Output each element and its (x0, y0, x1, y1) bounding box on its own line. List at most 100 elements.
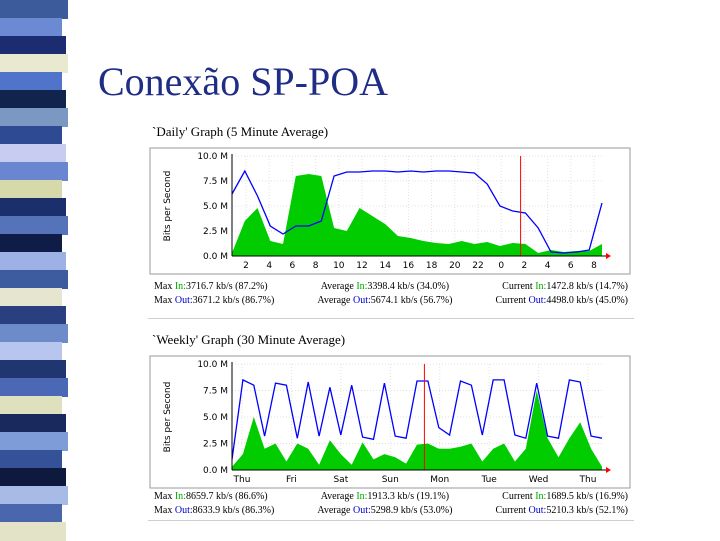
in-series-area (232, 174, 602, 256)
stripe-cell (0, 414, 66, 433)
x-tick-label: Sat (333, 475, 348, 485)
weekly-max-in: Max In:8659.7 kb/s (86.6%) (154, 491, 268, 502)
stripe-cell (0, 486, 68, 505)
stripe-cell (0, 72, 62, 91)
stripe-cell (0, 306, 66, 325)
daily-cur-in: Current In:1472.8 kb/s (14.7%) (502, 281, 628, 292)
y-tick-label: 7.5 M (203, 177, 228, 187)
daily-graph-panel: `Daily' Graph (5 Minute Average) Bits pe… (148, 122, 632, 318)
slide-title: Conexão SP-POA (98, 59, 389, 104)
stripe-cell (0, 0, 68, 19)
daily-max-in: Max In:3716.7 kb/s (87.2%) (154, 281, 268, 292)
y-tick-label: 5.0 M (203, 202, 228, 212)
weekly-stats-in: Max In:8659.7 kb/s (86.6%) Average In:19… (148, 490, 632, 504)
y-axis-label: Bits per Second (163, 171, 173, 242)
stripe-cell (0, 468, 66, 487)
x-tick-label: Wed (529, 475, 549, 485)
x-tick-label: Thu (579, 475, 597, 485)
stripe-cell (0, 396, 62, 415)
y-tick-label: 0.0 M (203, 252, 228, 262)
x-tick-label: Sun (382, 475, 399, 485)
x-tick-label: Fri (286, 475, 297, 485)
x-tick-label: 12 (356, 261, 367, 271)
stripe-cell (0, 36, 66, 55)
stripe-cell (0, 54, 68, 73)
x-tick-label: Tue (480, 475, 497, 485)
x-tick-label: 4 (266, 261, 272, 271)
y-axis-label: Bits per Second (163, 382, 173, 453)
daily-stats: Max In:3716.7 kb/s (87.2%) Average In:33… (148, 280, 632, 308)
daily-avg-in: Average In:3398.4 kb/s (34.0%) (320, 281, 450, 292)
y-tick-label: 5.0 M (203, 413, 228, 423)
y-tick-label: 2.5 M (203, 227, 228, 237)
daily-cur-out: Current Out:4498.0 kb/s (45.0%) (495, 295, 629, 306)
daily-avg-out: Average Out:5674.1 kb/s (56.7%) (317, 295, 453, 306)
daily-stats-out: Max Out:3671.2 kb/s (86.7%) Average Out:… (148, 294, 632, 308)
weekly-avg-in: Average In:1913.3 kb/s (19.1%) (320, 491, 450, 502)
stripe-cell (0, 342, 62, 361)
daily-graph-title: `Daily' Graph (5 Minute Average) (152, 124, 329, 139)
divider (148, 520, 634, 521)
stripe-cell (0, 432, 68, 451)
x-tick-label: 8 (313, 261, 319, 271)
out-series-line (231, 169, 603, 254)
divider (148, 318, 634, 319)
x-tick-label: 16 (403, 261, 415, 271)
x-tick-label: 6 (568, 261, 574, 271)
x-tick-label: 10 (333, 261, 345, 271)
x-tick-label: 0 (498, 261, 504, 271)
stripe-cell (0, 360, 66, 379)
stripe-cell (0, 162, 68, 181)
x-axis-arrow (606, 253, 611, 259)
daily-stats-in: Max In:3716.7 kb/s (87.2%) Average In:33… (148, 280, 632, 294)
stripe-cell (0, 252, 66, 271)
y-tick-label: 2.5 M (203, 440, 228, 450)
stripe-cell (0, 270, 68, 289)
x-tick-label: Mon (430, 475, 449, 485)
stripe-cell (0, 90, 66, 109)
stripe-cell (0, 144, 66, 163)
x-tick-label: 14 (379, 261, 391, 271)
x-tick-label: Thu (233, 475, 251, 485)
x-tick-label: 2 (522, 261, 528, 271)
x-tick-label: 8 (591, 261, 597, 271)
weekly-stats: Max In:8659.7 kb/s (86.6%) Average In:19… (148, 490, 632, 518)
weekly-stats-out: Max Out:8633.9 kb/s (86.3%) Average Out:… (148, 504, 632, 518)
stripe-cell (0, 504, 62, 523)
stripe-cell (0, 126, 62, 145)
stripe-cell (0, 450, 62, 469)
daily-traffic-chart: Bits per Second 10.0 M 7.5 M 5.0 M 2.5 M 0.0 … (149, 147, 631, 275)
in-series-area (232, 390, 602, 470)
stripe-cell (0, 234, 62, 253)
weekly-cur-in: Current In:1689.5 kb/s (16.9%) (502, 491, 628, 502)
weekly-graph-title: `Weekly' Graph (30 Minute Average) (152, 332, 346, 347)
weekly-max-out: Max Out:8633.9 kb/s (86.3%) (154, 505, 275, 516)
stripe-cell (0, 18, 62, 37)
daily-max-out: Max Out:3671.2 kb/s (86.7%) (154, 295, 275, 306)
stripe-cell (0, 108, 68, 127)
stripe-cell (0, 216, 68, 235)
decorative-stripe (0, 0, 82, 541)
y-tick-label: 10.0 M (197, 360, 228, 370)
stripe-cell (0, 288, 62, 307)
y-tick-label: 10.0 M (197, 152, 228, 162)
x-axis-arrow (606, 467, 611, 473)
out-series-line (231, 378, 603, 460)
x-tick-label: 2 (243, 261, 249, 271)
y-tick-label: 0.0 M (203, 466, 228, 476)
x-tick-label: 20 (449, 261, 461, 271)
x-tick-label: 4 (545, 261, 551, 271)
x-tick-label: 6 (290, 261, 296, 271)
weekly-avg-out: Average Out:5298.9 kb/s (53.0%) (317, 505, 453, 516)
stripe-cell (0, 198, 66, 217)
weekly-graph-panel: `Weekly' Graph (30 Minute Average) Bits … (148, 330, 632, 530)
stripe-cell (0, 522, 66, 541)
x-tick-label: 22 (472, 261, 483, 271)
stripe-cell (0, 378, 68, 397)
y-tick-label: 7.5 M (203, 387, 228, 397)
weekly-cur-out: Current Out:5210.3 kb/s (52.1%) (495, 505, 629, 516)
stripe-cell (0, 180, 62, 199)
stripe-cell (0, 324, 68, 343)
x-tick-label: 18 (426, 261, 438, 271)
weekly-traffic-chart: Bits per Second 10.0 M 7.5 M 5.0 M 2.5 M 0.0 … (149, 355, 631, 489)
